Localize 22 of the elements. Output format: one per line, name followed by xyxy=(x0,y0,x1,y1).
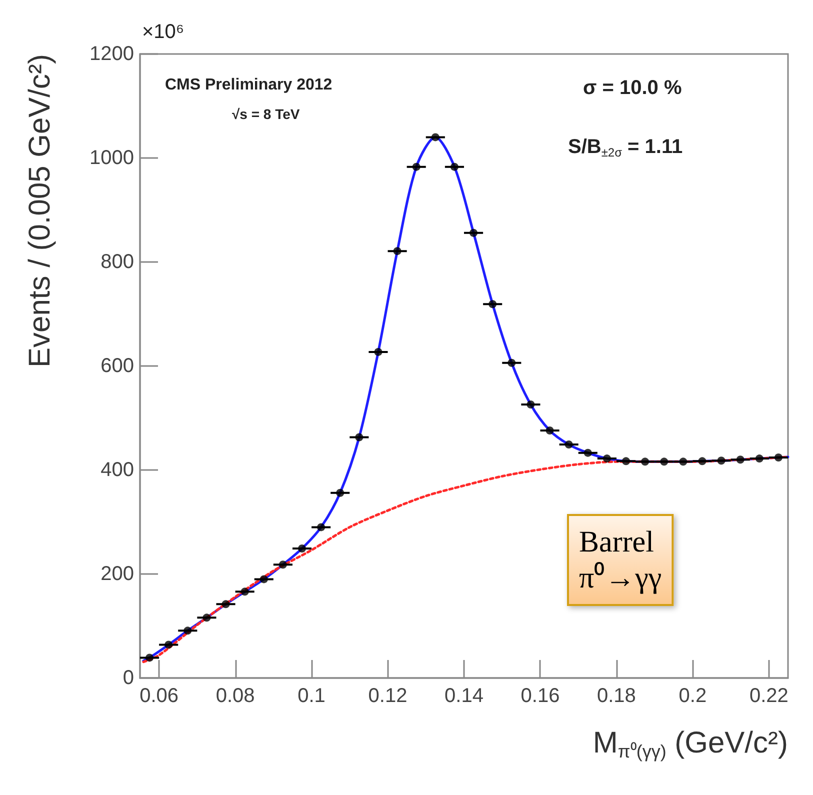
text: ×10⁶ xyxy=(142,21,184,43)
x-tick-label: 0.14 xyxy=(444,685,484,707)
annotation: √s = 8 TeV xyxy=(232,106,300,122)
x-tick-label: 0.22 xyxy=(749,685,788,707)
annotation: Barrel π⁰→γγ xyxy=(579,526,662,594)
annotation: CMS Preliminary 2012 xyxy=(165,76,332,94)
x-tick-label: 0.16 xyxy=(520,685,560,707)
x-tick-label: 0.08 xyxy=(216,685,255,707)
y-tick-label: 0 xyxy=(122,667,134,689)
x-tick-label: 0.12 xyxy=(368,685,408,707)
x-tick-label: 0.2 xyxy=(678,685,707,707)
y-tick-label: 400 xyxy=(100,459,134,481)
y-tick-label: 800 xyxy=(100,251,134,273)
annotation: σ = 10.0 % xyxy=(583,77,682,99)
x-tick-label: 0.1 xyxy=(298,685,326,707)
y-tick-label: 200 xyxy=(100,563,134,585)
x-tick-label: 0.18 xyxy=(597,685,636,707)
y-axis-title: Events / (0.005 GeV/c²) xyxy=(24,54,56,368)
y-tick-label: 1000 xyxy=(90,147,134,169)
x-tick-label: 0.06 xyxy=(140,685,179,707)
y-tick-label: 600 xyxy=(100,355,134,377)
y-tick-label: 1200 xyxy=(90,43,134,65)
